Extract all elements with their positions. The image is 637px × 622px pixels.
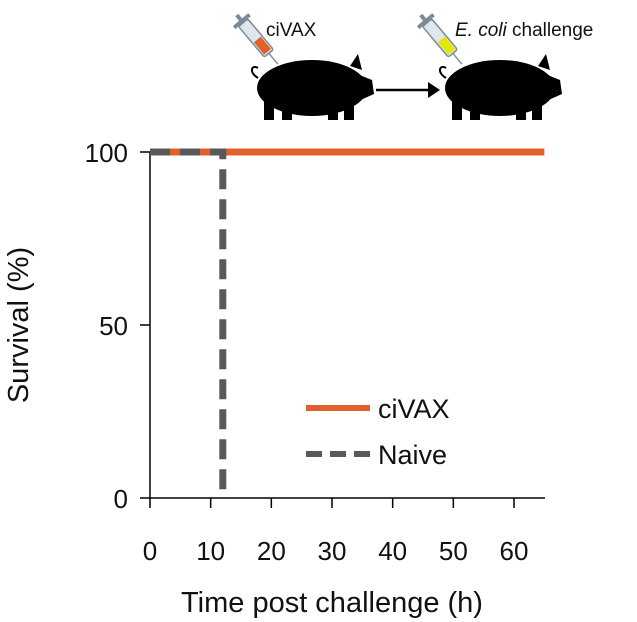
syringe-icon-civax	[232, 13, 279, 65]
y-tick-label: 0	[114, 484, 128, 514]
pig-icon-vaccinated	[251, 54, 374, 120]
legend-label-naive: Naive	[378, 440, 447, 470]
series-layer	[150, 148, 545, 498]
y-tick-label: 100	[85, 138, 128, 168]
series-line-naive	[150, 148, 227, 498]
schematic-step2-italic: E. coli	[455, 20, 508, 41]
x-tick-label: 40	[378, 536, 407, 566]
x-tick-label: 20	[257, 536, 286, 566]
x-tick-label: 30	[318, 536, 347, 566]
x-tick-label: 0	[143, 536, 157, 566]
arrow-icon	[376, 82, 440, 98]
syringe-icon-challenge	[416, 13, 463, 65]
x-axis: 0 10 20 30 40 50 60	[143, 497, 545, 566]
y-axis: 0 50 100	[85, 138, 151, 514]
schematic-step2-rest: challenge	[507, 20, 594, 41]
pig-icon-challenged	[439, 54, 562, 120]
legend-label-civax: ciVAX	[378, 394, 450, 424]
x-tick-label: 10	[196, 536, 225, 566]
y-axis-title: Survival (%)	[3, 247, 35, 403]
schematic: ciVAX E. coli challenge	[232, 13, 593, 120]
x-tick-label: 50	[439, 536, 468, 566]
x-axis-title: Time post challenge (h)	[181, 587, 483, 619]
x-tick-label: 60	[500, 536, 529, 566]
schematic-step1-label: ciVAX	[266, 20, 317, 41]
y-tick-label: 50	[99, 311, 128, 341]
legend: ciVAX Naive	[306, 394, 450, 470]
schematic-step2-label: E. coli challenge	[455, 20, 593, 41]
